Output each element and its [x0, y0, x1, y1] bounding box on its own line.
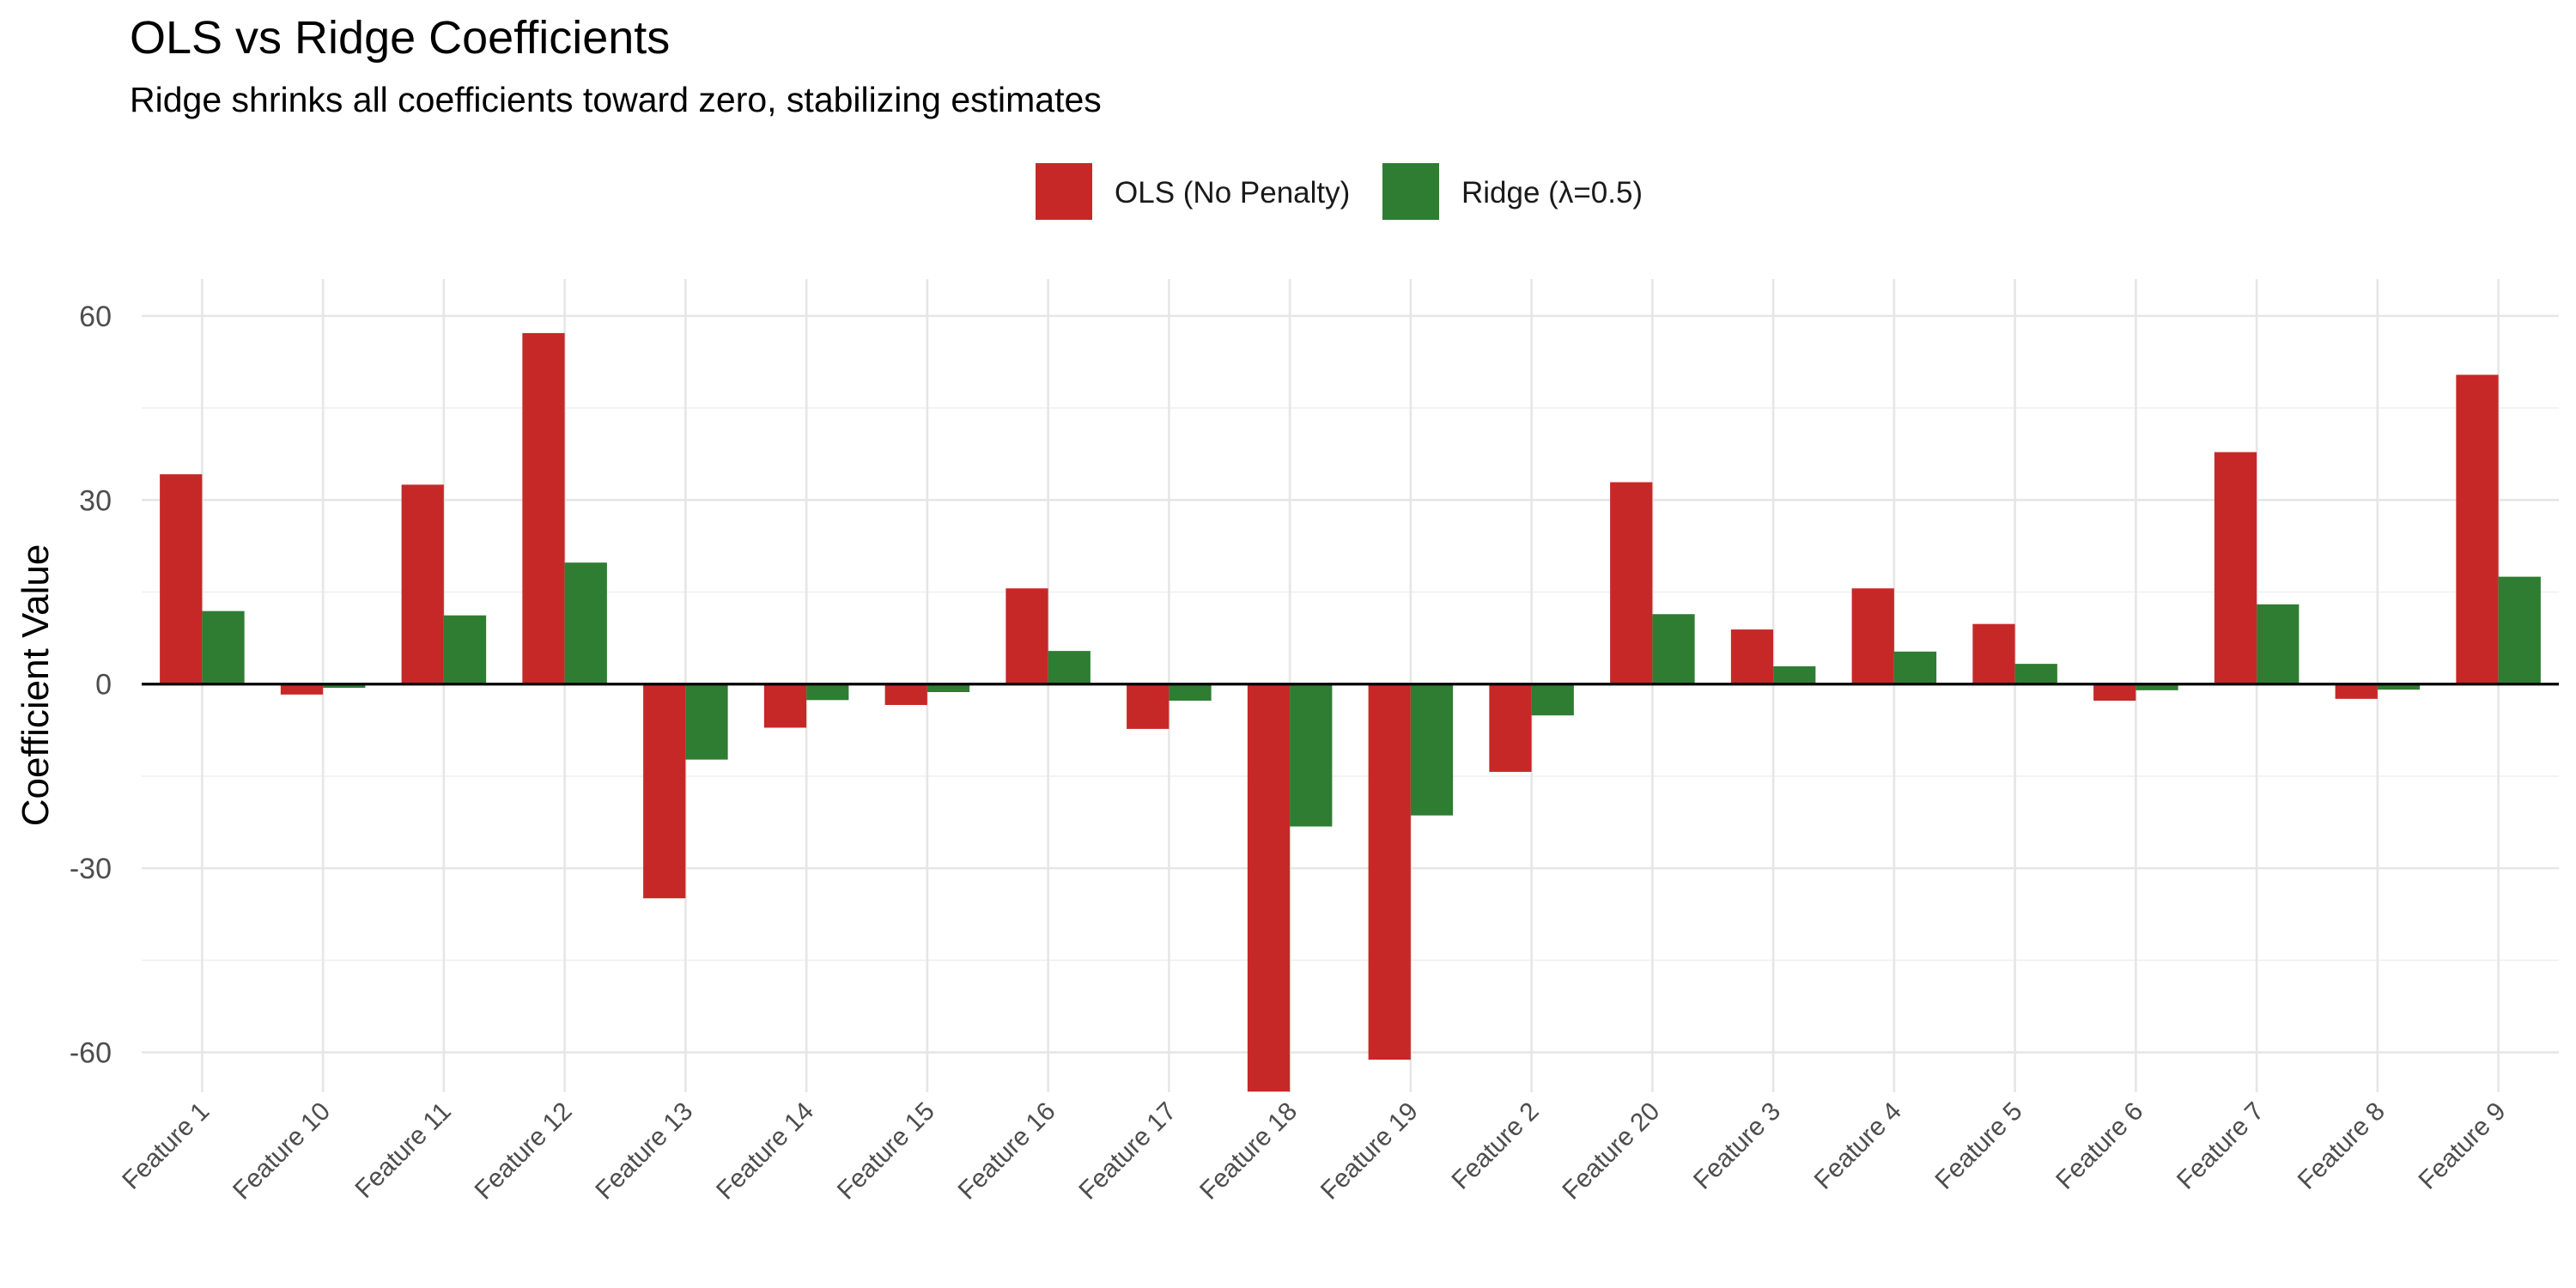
ols-bar-5	[643, 683, 686, 899]
x-tick-label: Feature 14	[711, 1097, 819, 1206]
ridge-bar-9	[1169, 683, 1212, 702]
ols-bar-18	[2214, 452, 2257, 684]
bars	[142, 332, 2559, 1092]
ols-bar-9	[1127, 683, 1170, 729]
ols-bar-7	[884, 683, 927, 706]
y-tick-label: 30	[79, 484, 112, 517]
ols-bar-15	[1851, 588, 1894, 684]
ols-bar-8	[1005, 588, 1048, 684]
ols-bar-3	[401, 484, 444, 684]
ols-bar-19	[2335, 683, 2378, 699]
ridge-bar-13	[1652, 614, 1695, 684]
x-tick-label: Feature 5	[1929, 1097, 2027, 1195]
x-tick-label: Feature 17	[1073, 1097, 1182, 1206]
legend-label-ridge: Ridge (λ=0.5)	[1461, 176, 1643, 210]
ridge-bar-10	[1290, 683, 1333, 827]
ridge-bar-14	[1773, 665, 1816, 684]
x-tick-label: Feature 13	[590, 1097, 698, 1206]
legend: OLS (No Penalty) Ridge (λ=0.5)	[1036, 163, 1643, 220]
ridge-bar-4	[564, 562, 607, 684]
ridge-bar-6	[806, 683, 849, 701]
ols-bar-10	[1247, 683, 1291, 1092]
ridge-bar-19	[2377, 683, 2421, 690]
x-axis: Feature 1 Feature 10 Feature 11 Feature 12 F…	[117, 1097, 2511, 1206]
y-axis-title: Coefficient Value	[15, 544, 57, 827]
x-tick-label: Feature 10	[228, 1097, 336, 1206]
y-tick-label: 60	[79, 301, 112, 333]
ridge-bar-16	[2014, 664, 2057, 684]
x-tick-label: Feature 15	[832, 1097, 940, 1206]
y-axis: 60 30 0 -30 -60	[70, 301, 112, 1070]
chart-subtitle: Ridge shrinks all coefficients toward ze…	[130, 80, 1102, 119]
chart-title: OLS vs Ridge Coefficients	[130, 12, 670, 64]
x-tick-label: Feature 1	[117, 1097, 215, 1195]
ridge-bar-12	[1531, 683, 1574, 716]
ols-bar-14	[1730, 629, 1774, 684]
ridge-bar-17	[2136, 683, 2178, 690]
ridge-bar-20	[2498, 576, 2541, 684]
y-tick-label: 0	[95, 669, 112, 702]
x-tick-label: Feature 19	[1315, 1097, 1424, 1206]
ridge-bar-18	[2257, 604, 2300, 684]
ridge-bar-7	[927, 683, 970, 693]
legend-label-ols: OLS (No Penalty)	[1115, 176, 1350, 210]
x-tick-label: Feature 12	[470, 1097, 578, 1206]
grid	[142, 279, 2559, 1092]
ols-bar-12	[1489, 683, 1532, 772]
legend-swatch-ols	[1036, 163, 1092, 220]
ridge-bar-8	[1048, 651, 1091, 684]
y-tick-label: -60	[70, 1037, 112, 1070]
x-tick-label: Feature 18	[1194, 1097, 1303, 1206]
x-tick-label: Feature 7	[2172, 1097, 2269, 1195]
x-tick-label: Feature 20	[1557, 1097, 1665, 1206]
x-tick-label: Feature 3	[1688, 1097, 1786, 1195]
ols-bar-4	[522, 332, 565, 684]
legend-swatch-ridge	[1382, 163, 1439, 220]
x-tick-label: Feature 6	[2050, 1097, 2148, 1195]
y-tick-label: -30	[70, 853, 112, 885]
ols-bar-1	[160, 474, 203, 684]
x-tick-label: Feature 4	[1809, 1097, 1907, 1195]
x-tick-label: Feature 8	[2293, 1097, 2391, 1195]
ridge-bar-11	[1410, 683, 1454, 816]
ols-bar-16	[1972, 623, 2015, 684]
ridge-bar-15	[1893, 651, 1937, 684]
x-tick-label: Feature 9	[2413, 1097, 2511, 1195]
ols-bar-13	[1610, 482, 1653, 684]
ols-bar-2	[280, 683, 324, 695]
ridge-bar-1	[202, 611, 245, 684]
ols-bar-17	[2093, 683, 2136, 702]
ols-bar-20	[2456, 374, 2499, 684]
ridge-bar-5	[685, 683, 728, 760]
x-tick-label: Feature 11	[349, 1097, 456, 1204]
ridge-bar-2	[323, 683, 366, 689]
ridge-bar-3	[443, 615, 487, 684]
ols-bar-6	[763, 683, 807, 728]
x-tick-label: Feature 16	[953, 1097, 1061, 1206]
ols-bar-11	[1368, 683, 1411, 1060]
x-tick-label: Feature 2	[1446, 1097, 1544, 1195]
